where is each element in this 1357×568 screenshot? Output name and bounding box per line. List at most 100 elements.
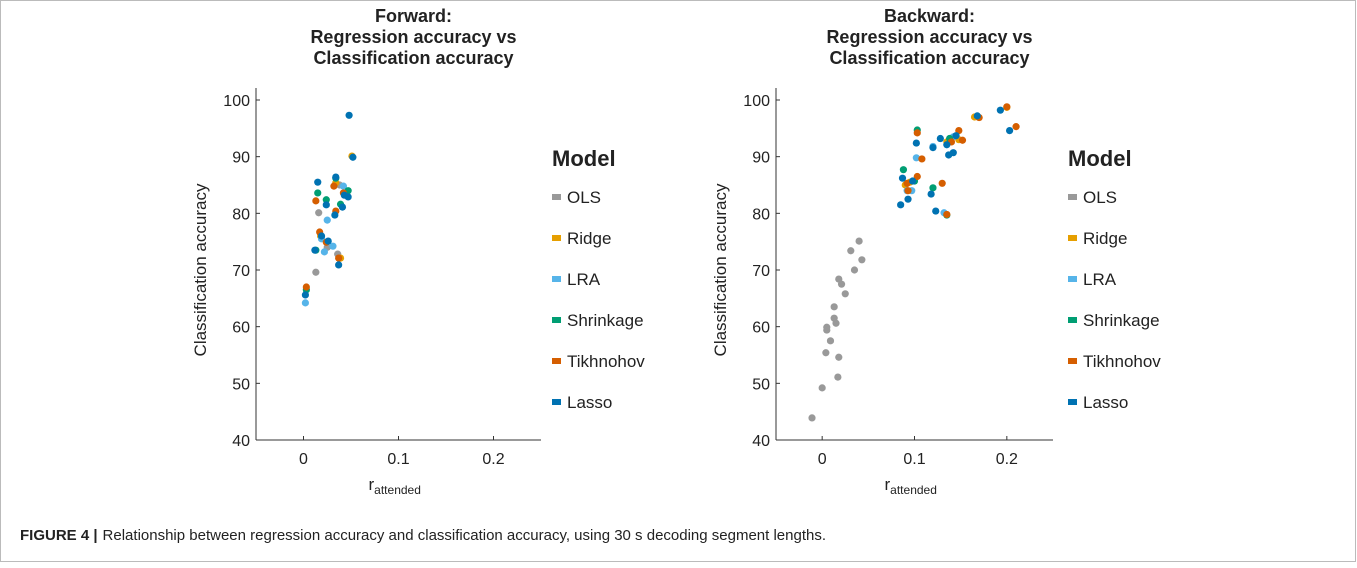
data-point (912, 154, 920, 162)
y-tick-label: 80 (232, 206, 250, 223)
chart-title: Classification accuracy (829, 48, 1029, 68)
data-point (324, 237, 332, 245)
data-point (830, 314, 838, 322)
y-tick-label: 60 (752, 320, 770, 337)
caption: FIGURE 4 | Relationship between regressio… (20, 527, 826, 544)
data-point (322, 201, 330, 209)
legend-label: OLS (1083, 188, 1117, 207)
data-point (904, 187, 912, 195)
chart: Backward:Regression accuracy vsClassific… (711, 6, 1161, 497)
x-axis-label: rattended (885, 475, 937, 497)
y-tick-label: 90 (232, 150, 250, 167)
data-point (344, 193, 352, 201)
legend-swatch (1068, 317, 1077, 323)
data-point (913, 129, 921, 137)
data-point (317, 232, 326, 240)
chart-title: Regression accuracy vs (826, 27, 1032, 47)
data-point (315, 209, 323, 217)
data-point (320, 248, 328, 256)
legend-label: Ridge (567, 229, 611, 248)
data-point (330, 182, 338, 190)
legend-swatch (1068, 358, 1077, 364)
data-point (332, 173, 340, 181)
y-tick-label: 40 (752, 433, 770, 450)
data-point (822, 349, 830, 357)
data-point (958, 136, 967, 144)
legend-swatch (1068, 276, 1077, 282)
data-point (826, 337, 835, 345)
data-point (329, 242, 337, 250)
data-point (835, 353, 843, 361)
data-point (314, 178, 322, 186)
legend-label: Shrinkage (567, 311, 644, 330)
data-point (903, 179, 911, 187)
chart-title: Forward: (375, 6, 452, 26)
chart-title: Classification accuracy (313, 48, 513, 68)
data-point (312, 197, 320, 205)
data-point (918, 155, 926, 163)
data-point (938, 179, 946, 187)
data-point (323, 216, 331, 224)
data-point (1012, 123, 1020, 131)
legend-swatch (552, 276, 561, 282)
data-point (904, 195, 912, 203)
legend-title: Model (552, 146, 616, 171)
legend-swatch (1068, 399, 1077, 405)
data-point (897, 201, 905, 209)
x-axis-label-sub: attended (374, 483, 421, 497)
y-axis-label: Classification accuracy (711, 183, 730, 356)
data-point (302, 283, 310, 291)
data-point (830, 303, 838, 311)
legend-swatch (552, 358, 561, 364)
x-tick-label: 0 (818, 451, 827, 468)
data-point (973, 112, 981, 120)
data-point (898, 174, 907, 182)
y-tick-label: 50 (232, 376, 250, 393)
data-point (338, 203, 347, 211)
data-point (943, 141, 951, 149)
x-tick-label: 0.1 (387, 451, 409, 468)
data-point (335, 261, 343, 269)
data-point (301, 299, 309, 307)
data-point (312, 268, 320, 276)
legend-label: LRA (567, 270, 601, 289)
data-point (339, 182, 347, 190)
data-point (1003, 103, 1011, 111)
data-point (808, 414, 816, 422)
chart: Forward:Regression accuracy vsClassifica… (191, 6, 645, 497)
data-point (301, 291, 309, 299)
data-point (311, 246, 319, 254)
data-point (349, 153, 357, 161)
caption-text: Relationship between regression accuracy… (103, 527, 826, 544)
data-point (936, 134, 944, 143)
x-axis-label: rattended (369, 475, 421, 497)
chart-title: Backward: (884, 6, 975, 26)
data-point (847, 247, 855, 255)
data-point (858, 256, 866, 264)
data-point (823, 323, 831, 331)
x-tick-label: 0.1 (903, 451, 925, 468)
y-tick-label: 100 (743, 93, 770, 110)
data-point (912, 139, 920, 147)
chart-title: Regression accuracy vs (310, 27, 516, 47)
y-tick-label: 70 (752, 263, 770, 280)
data-point (899, 166, 908, 174)
data-point (952, 132, 960, 140)
data-point (322, 196, 330, 204)
data-point (331, 211, 339, 219)
legend-title: Model (1068, 146, 1132, 171)
y-tick-label: 80 (752, 206, 770, 223)
legend-label: Lasso (1083, 393, 1128, 412)
data-point (927, 190, 935, 198)
data-point (841, 290, 849, 298)
y-tick-label: 40 (232, 433, 250, 450)
data-point (929, 144, 937, 152)
legend-label: Tikhnohov (567, 352, 645, 371)
y-axis-label: Classification accuracy (191, 183, 210, 356)
data-point (314, 189, 322, 197)
y-tick-label: 70 (232, 263, 250, 280)
data-point (949, 149, 957, 157)
caption-label: FIGURE 4 | (20, 527, 98, 544)
